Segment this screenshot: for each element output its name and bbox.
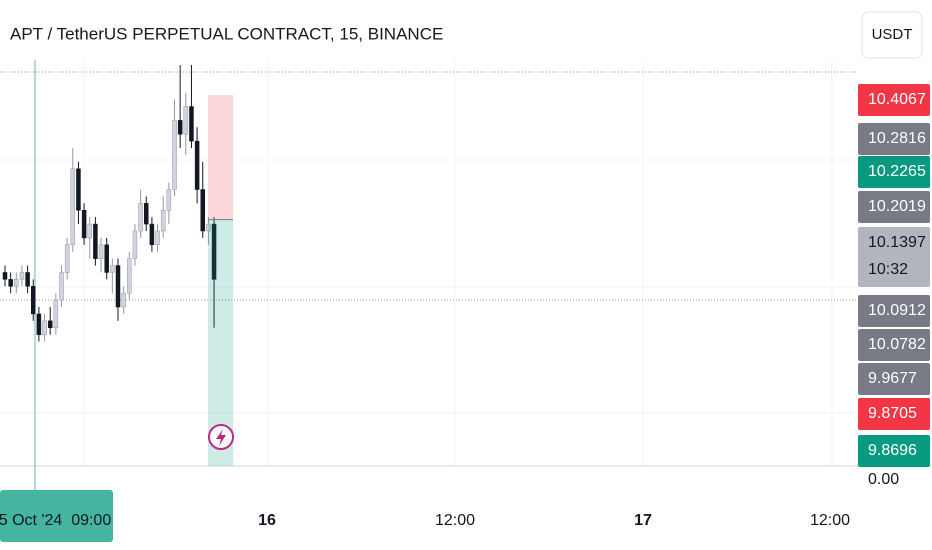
candle-body	[36, 313, 42, 335]
time-label: 17	[634, 512, 652, 529]
candle-body	[166, 189, 172, 211]
candle-body	[149, 223, 155, 246]
price-label: 10.0912	[868, 302, 926, 319]
price-label-box	[858, 295, 930, 327]
candle-body	[70, 168, 76, 246]
candle-body	[200, 189, 205, 232]
candle-body	[25, 272, 30, 287]
price-label-box	[858, 363, 930, 395]
time-label: 12:00	[435, 512, 475, 529]
candle-body	[98, 244, 104, 259]
stop-zone	[208, 95, 233, 220]
volume-label: 0.00	[868, 471, 899, 488]
time-axis: 5 Oct '24 09:00 16 12:00 17 12:00	[0, 490, 850, 542]
price-label-box	[858, 156, 930, 188]
candle-body	[104, 244, 109, 273]
currency-button[interactable]	[861, 11, 923, 59]
price-label-box	[858, 84, 930, 116]
candle-body	[19, 272, 25, 280]
candle-body	[76, 168, 81, 211]
grid	[0, 60, 858, 466]
currency-label[interactable]: USDT	[872, 26, 913, 43]
candle-body	[121, 292, 126, 308]
price-label-box	[858, 227, 930, 287]
chart-title: APT / TetherUS PERPETUAL CONTRACT, 15, B…	[10, 24, 443, 43]
candle-body	[2, 272, 8, 280]
price-label-box	[858, 435, 930, 467]
price-axis: 10.4067 10.2816 10.2265 10.2019 10.1397 10:32…	[858, 84, 930, 488]
candle-body	[194, 140, 200, 190]
price-label: 10.4067	[868, 91, 926, 108]
candle-body	[144, 203, 149, 225]
candle-body	[127, 258, 132, 294]
candle-body	[132, 230, 138, 259]
candle-body	[211, 223, 217, 280]
candle-body	[93, 223, 98, 259]
price-label: 10.2265	[868, 163, 926, 180]
candle-body	[206, 223, 211, 232]
price-label-box	[858, 329, 930, 361]
price-label: 10.2019	[868, 198, 926, 215]
candle-body	[14, 279, 19, 287]
candle-body	[138, 203, 143, 232]
candle-body	[8, 279, 13, 287]
price-label: 10.2816	[868, 130, 926, 147]
candle-body	[110, 265, 115, 273]
alert-bolt	[216, 429, 226, 446]
time-label: 16	[258, 512, 276, 529]
price-label: 9.8705	[868, 405, 917, 422]
price-label: 9.9677	[868, 370, 917, 387]
countdown-label: 10:32	[868, 261, 908, 278]
candle-body	[47, 320, 53, 329]
candle-body	[53, 299, 59, 329]
candle-body	[59, 272, 64, 301]
price-label: 9.8696	[868, 442, 917, 459]
candle-body	[87, 223, 92, 239]
candle-body	[183, 106, 189, 135]
plot	[2, 65, 233, 466]
candle-body	[64, 244, 70, 273]
time-label: 12:00	[810, 512, 850, 529]
price-label: 10.1397	[868, 234, 926, 251]
candle-body	[189, 106, 194, 142]
candle-body	[115, 265, 121, 308]
price-label-box	[858, 123, 930, 155]
candle-body	[160, 209, 166, 232]
candle-body	[31, 286, 36, 315]
time-label: 5 Oct '24 09:00	[0, 512, 111, 529]
candle-body	[177, 120, 183, 135]
candle-body	[42, 320, 47, 335]
candle-body	[155, 230, 160, 246]
price-label-box	[858, 191, 930, 223]
candle-body	[172, 120, 177, 190]
header-bg	[0, 0, 858, 58]
price-label-box	[858, 398, 930, 430]
price-label: 10.0782	[868, 336, 926, 353]
time-label-highlight	[0, 490, 113, 542]
candle-body	[81, 209, 87, 239]
